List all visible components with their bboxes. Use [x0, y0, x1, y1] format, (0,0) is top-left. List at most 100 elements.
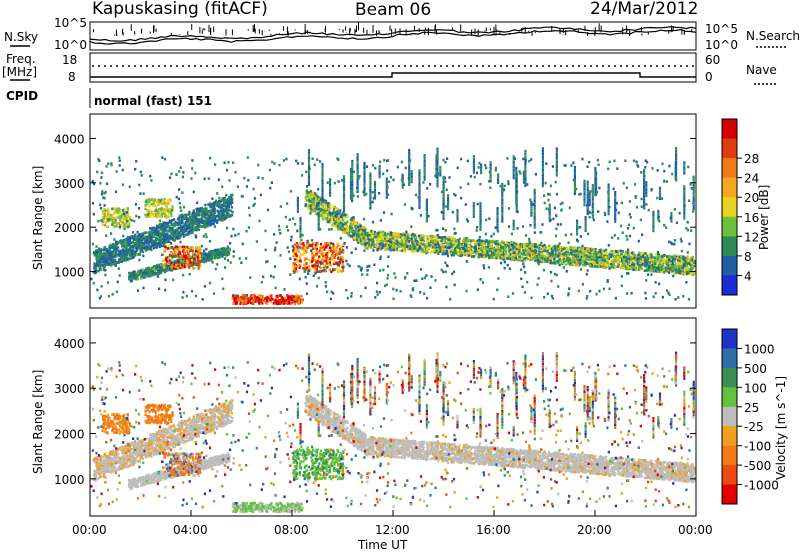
- scatter-cell: [157, 226, 160, 230]
- scatter-cell: [297, 243, 300, 247]
- scatter-cell: [128, 277, 131, 281]
- scatter-cell: [101, 220, 104, 224]
- scatter-cell: [180, 255, 183, 258]
- scatter-cell: [208, 202, 212, 205]
- scatter-cell: [114, 252, 117, 255]
- scatter-cell: [309, 268, 312, 272]
- scatter-cell: [212, 214, 216, 217]
- scatter-cell: [151, 204, 154, 207]
- scatter-cell: [161, 267, 164, 271]
- scatter-cell: [129, 254, 132, 257]
- scatter-cell: [205, 219, 208, 223]
- scatter-cell: [177, 259, 180, 263]
- scatter-cell: [293, 262, 296, 266]
- scatter-cell: [314, 253, 317, 257]
- scatter-cell: [148, 215, 152, 218]
- scatter-cell: [624, 264, 627, 268]
- scatter-cell: [102, 248, 105, 252]
- scatter-cell: [135, 272, 138, 275]
- scatter-cell: [153, 209, 156, 213]
- scatter-cell: [602, 249, 606, 253]
- scatter-cell: [218, 212, 221, 215]
- scatter-cell: [300, 298, 303, 302]
- scatter-cell: [164, 235, 167, 238]
- scatter-cell: [189, 255, 192, 258]
- scatter-cell: [208, 203, 211, 207]
- scatter-cell: [103, 246, 106, 249]
- scatter-cell: [101, 260, 104, 263]
- scatter-cell: [215, 203, 218, 206]
- scatter-cell: [153, 204, 156, 207]
- scatter-cell: [136, 248, 139, 252]
- scatter-cell: [611, 258, 614, 262]
- scatter-cell: [150, 272, 153, 276]
- scatter-cell: [305, 262, 308, 265]
- scatter-cell: [292, 264, 295, 268]
- scatter-cell: [117, 246, 120, 249]
- scatter-cell: [333, 259, 336, 263]
- scatter-cell: [164, 221, 167, 225]
- scatter-cell: [105, 225, 108, 228]
- scatter-cell: [162, 208, 165, 211]
- scatter-cell: [250, 299, 253, 303]
- scatter-cell: [156, 229, 159, 233]
- scatter-cell: [613, 260, 616, 263]
- scatter-cell: [529, 256, 532, 259]
- scatter-cell: [170, 259, 173, 263]
- scatter-cell: [489, 245, 492, 249]
- scatter-cell: [141, 232, 144, 235]
- scatter-cell: [176, 233, 179, 236]
- scatter-cell: [126, 213, 129, 216]
- scatter-cell: [201, 221, 204, 224]
- scatter-cell: [98, 256, 101, 259]
- scatter-cell: [287, 297, 290, 301]
- scatter-cell: [116, 210, 119, 214]
- scatter-cell: [335, 253, 338, 257]
- date-title: 24/Mar/2012: [590, 0, 698, 19]
- scatter-cell: [194, 259, 197, 262]
- scatter-cell: [188, 248, 191, 251]
- scatter-cell: [92, 270, 95, 274]
- scatter-cell: [120, 213, 124, 217]
- scatter-cell: [212, 203, 215, 206]
- scatter-cell: [200, 214, 203, 217]
- scatter-cell: [185, 254, 188, 257]
- scatter-cell: [153, 265, 156, 268]
- scatter-cell: [98, 266, 102, 270]
- scatter-cell: [569, 251, 573, 255]
- scatter-cell: [102, 266, 105, 270]
- scatter-cell: [178, 222, 181, 226]
- scatter-cell: [168, 210, 171, 213]
- scatter-cell: [160, 202, 163, 205]
- scatter-cell: [254, 300, 257, 303]
- scatter-cell: [587, 257, 590, 261]
- scatter-cell: [183, 233, 186, 237]
- scatter-cell: [393, 238, 396, 242]
- scatter-cell: [134, 254, 137, 257]
- scatter-cell: [583, 260, 586, 263]
- freq-line: [90, 72, 696, 78]
- scatter-cell: [105, 257, 108, 261]
- scatter-cell: [517, 253, 520, 256]
- scatter-cell: [310, 249, 313, 253]
- scatter-cell: [381, 230, 384, 234]
- scatter-cell: [617, 253, 621, 257]
- scatter-cell: [119, 252, 123, 256]
- scatter-cell: [104, 261, 107, 264]
- scatter-cell: [574, 252, 577, 256]
- scatter-cell: [422, 243, 425, 247]
- scatter-cell: [185, 250, 188, 254]
- scatter-cell: [437, 235, 440, 239]
- scatter-cell: [185, 222, 188, 225]
- scatter-cell: [334, 246, 337, 250]
- scatter-cell: [171, 207, 174, 210]
- noise-left-label: N.Sky: [4, 30, 38, 44]
- scatter-cell: [612, 262, 615, 265]
- scatter-cell: [174, 233, 177, 237]
- scatter-cell: [677, 271, 680, 275]
- scatter-cell: [141, 237, 144, 240]
- scatter-cell: [294, 248, 297, 251]
- scatter-cell: [113, 255, 116, 258]
- scatter-cell: [178, 214, 181, 218]
- scatter-cell: [147, 239, 150, 243]
